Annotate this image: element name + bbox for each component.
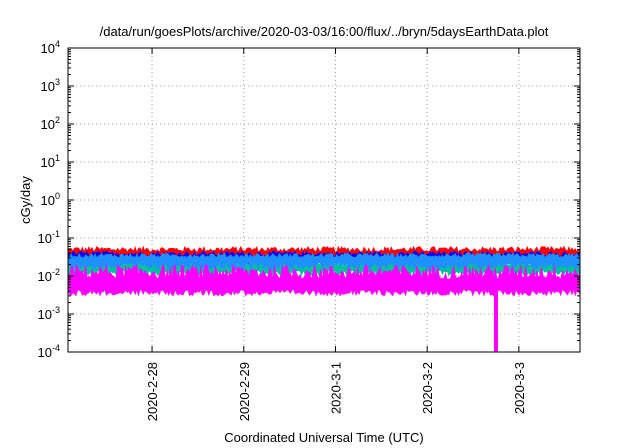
x-tick-label: 2020-3-2	[420, 362, 435, 414]
event-spike	[493, 291, 498, 352]
y-tick-exponent: 0	[55, 191, 60, 201]
y-tick-base: 10	[38, 345, 52, 360]
data-series	[67, 245, 581, 352]
y-tick-exponent: 2	[55, 115, 60, 125]
y-tick-label: 102	[41, 115, 60, 132]
x-tick-label: 2020-3-3	[512, 362, 527, 414]
x-axis-ticks: 2020-2-28 2020-2-29 2020-3-1 2020-3-2 2020-3…	[145, 48, 527, 421]
y-tick-label: 10-1	[38, 229, 60, 246]
y-tick-exponent: -2	[52, 267, 60, 277]
y-tick-base: 10	[38, 307, 52, 322]
y-tick-exponent: -1	[52, 229, 60, 239]
y-tick-base: 10	[41, 155, 55, 170]
y-axis-label: cGy/day	[18, 176, 33, 224]
y-tick-base: 10	[41, 117, 55, 132]
y-tick-label: 10-3	[38, 305, 60, 322]
y-tick-exponent: -3	[52, 305, 60, 315]
y-tick-label: 10-4	[38, 343, 60, 360]
x-axis-label: Coordinated Universal Time (UTC)	[224, 430, 423, 445]
y-tick-exponent: -4	[52, 343, 60, 353]
y-tick-base: 10	[41, 79, 55, 94]
y-tick-exponent: 3	[55, 77, 60, 87]
x-tick-label: 2020-2-28	[145, 362, 160, 421]
x-tick-label: 2020-3-1	[328, 362, 343, 414]
y-tick-base: 10	[38, 231, 52, 246]
y-tick-label: 103	[41, 77, 60, 94]
y-tick-label: 101	[41, 153, 60, 170]
y-tick-base: 10	[41, 193, 55, 208]
y-tick-base: 10	[38, 269, 52, 284]
y-tick-label: 104	[41, 39, 60, 56]
y-tick-exponent: 1	[55, 153, 60, 163]
y-tick-label: 10-2	[38, 267, 60, 284]
y-tick-exponent: 4	[55, 39, 60, 49]
x-tick-label: 2020-2-29	[237, 362, 252, 421]
grid-lines	[68, 48, 580, 352]
y-tick-label: 100	[41, 191, 60, 208]
chart-title: /data/run/goesPlots/archive/2020-03-03/1…	[100, 24, 549, 39]
y-tick-base: 10	[41, 41, 55, 56]
